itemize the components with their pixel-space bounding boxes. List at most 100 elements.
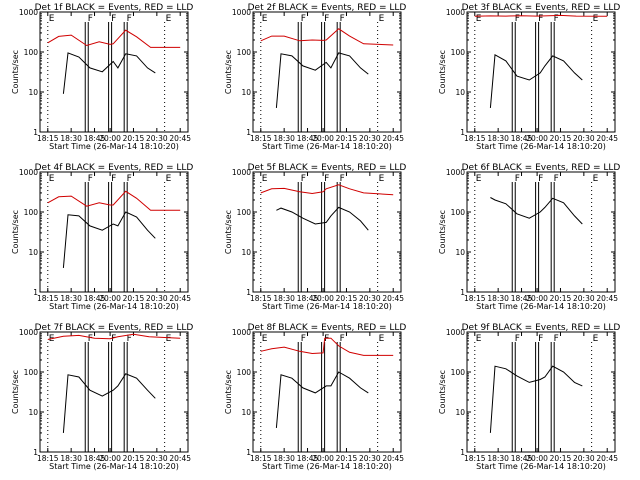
x-tick-label: 20:30 <box>573 134 595 143</box>
flag-label: F <box>340 174 345 184</box>
plot-frame <box>252 331 402 453</box>
events-series-line <box>489 365 583 433</box>
panel-det-8: Det 8f BLACK = Events, RED = LLD 1 10 100 10… <box>224 323 406 471</box>
events-series-line <box>275 371 369 428</box>
plot-frame <box>39 11 189 133</box>
lld-series-line <box>260 28 394 46</box>
x-tick-label: 20:45 <box>382 294 404 303</box>
flag-label: F <box>127 334 132 344</box>
x-tick-label: 18:45 <box>511 134 533 143</box>
flag-label: E <box>379 14 385 24</box>
y-tick-label: 100 <box>237 208 252 217</box>
x-axis-label: Start Time (26-Mar-14 18:10:20) <box>262 462 392 471</box>
flag-label: E <box>379 174 385 184</box>
flag-label: F <box>554 334 559 344</box>
y-tick-label: 1 <box>33 128 38 137</box>
panel-det-4: Det 4f BLACK = Events, RED = LLD 1 10 100 10… <box>11 163 193 311</box>
y-axis-label: Counts/sec <box>224 210 233 254</box>
y-axis-label: Counts/sec <box>438 210 447 254</box>
flag-label: F <box>324 334 329 344</box>
panel-det-5: Det 5f BLACK = Events, RED = LLD 1 10 100 10… <box>224 163 406 311</box>
x-tick-label: 18:15 <box>464 294 486 303</box>
y-tick-label: 100 <box>237 48 252 57</box>
flag-label: E <box>49 174 55 184</box>
flag-label: F <box>127 174 132 184</box>
x-tick-label: 20:45 <box>596 294 618 303</box>
x-tick-label: 18:30 <box>273 454 295 463</box>
flag-label: F <box>340 334 345 344</box>
y-tick-label: 10 <box>28 408 38 417</box>
panel-title: Det 8f BLACK = Events, RED = LLD <box>248 323 407 333</box>
x-tick-label: 18:15 <box>464 454 486 463</box>
y-axis-label: Counts/sec <box>224 50 233 94</box>
panel-det-7: Det 7f BLACK = Events, RED = LLD 1 10 100 10… <box>11 323 193 471</box>
events-series-line <box>62 373 156 433</box>
x-axis-label: Start Time (26-Mar-14 18:10:20) <box>476 302 606 311</box>
x-tick-label: 18:30 <box>60 294 82 303</box>
flag-label: E <box>49 14 55 24</box>
panel-det-3: Det 3f BLACK = Events, RED = LLD 1 10 100 10… <box>438 3 620 151</box>
x-tick-label: 18:45 <box>511 294 533 303</box>
flag-label: F <box>111 14 116 24</box>
x-tick-label: 20:00 <box>526 134 548 143</box>
x-axis-label: Start Time (26-Mar-14 18:10:20) <box>262 142 392 151</box>
x-tick-label: 20:00 <box>99 454 121 463</box>
x-tick-label: 20:00 <box>312 294 334 303</box>
y-tick-label: 100 <box>24 208 39 217</box>
y-tick-label: 10 <box>241 408 251 417</box>
flag-label: F <box>515 334 520 344</box>
x-tick-label: 20:00 <box>99 134 121 143</box>
plot-frame <box>466 11 616 133</box>
plot-frame <box>39 171 189 293</box>
x-tick-label: 20:15 <box>550 294 572 303</box>
x-tick-label: 18:30 <box>60 454 82 463</box>
flag-label: F <box>340 14 345 24</box>
x-tick-label: 18:45 <box>84 134 106 143</box>
y-tick-label: 10 <box>241 248 251 257</box>
y-tick-label: 100 <box>451 208 466 217</box>
flag-label: E <box>476 174 482 184</box>
plot-frame <box>252 11 402 133</box>
flag-label: F <box>324 14 329 24</box>
flag-label: F <box>554 14 559 24</box>
x-tick-label: 20:30 <box>573 454 595 463</box>
x-tick-label: 20:45 <box>169 134 191 143</box>
flag-label: F <box>324 174 329 184</box>
x-tick-label: 20:30 <box>359 134 381 143</box>
y-tick-label: 1000 <box>232 168 251 177</box>
y-tick-label: 1000 <box>19 328 38 337</box>
plot-frame <box>466 171 616 293</box>
x-tick-label: 18:45 <box>297 134 319 143</box>
panel-title: Det 5f BLACK = Events, RED = LLD <box>248 163 407 173</box>
flag-label: F <box>538 174 543 184</box>
x-tick-label: 20:45 <box>382 454 404 463</box>
panel-det-9: Det 9f BLACK = Events, RED = LLD 1 10 100 10… <box>438 323 620 471</box>
panel-title: Det 1f BLACK = Events, RED = LLD <box>35 3 194 13</box>
flag-label: E <box>593 334 599 344</box>
y-tick-label: 1000 <box>446 328 465 337</box>
x-tick-label: 18:30 <box>60 134 82 143</box>
y-tick-label: 10 <box>241 88 251 97</box>
x-tick-label: 20:00 <box>99 294 121 303</box>
y-axis-label: Counts/sec <box>11 50 20 94</box>
x-tick-label: 20:15 <box>336 454 358 463</box>
flag-label: F <box>538 14 543 24</box>
y-tick-label: 1 <box>33 288 38 297</box>
y-tick-label: 100 <box>24 48 39 57</box>
x-tick-label: 20:45 <box>169 454 191 463</box>
x-tick-label: 20:45 <box>382 134 404 143</box>
lld-series-line <box>260 337 394 356</box>
x-tick-label: 18:30 <box>487 294 509 303</box>
x-tick-label: 20:00 <box>526 454 548 463</box>
flag-label: F <box>127 14 132 24</box>
y-tick-label: 100 <box>451 368 466 377</box>
flag-label: E <box>262 334 268 344</box>
lld-series-line <box>260 184 394 196</box>
panel-det-6: Det 6f BLACK = Events, RED = LLD 1 10 100 10… <box>438 163 620 311</box>
x-tick-label: 20:15 <box>336 294 358 303</box>
x-tick-label: 18:45 <box>84 454 106 463</box>
panel-det-1: Det 1f BLACK = Events, RED = LLD 1 10 100 10… <box>11 3 193 151</box>
events-series-line <box>275 52 369 108</box>
y-tick-label: 1 <box>246 128 251 137</box>
